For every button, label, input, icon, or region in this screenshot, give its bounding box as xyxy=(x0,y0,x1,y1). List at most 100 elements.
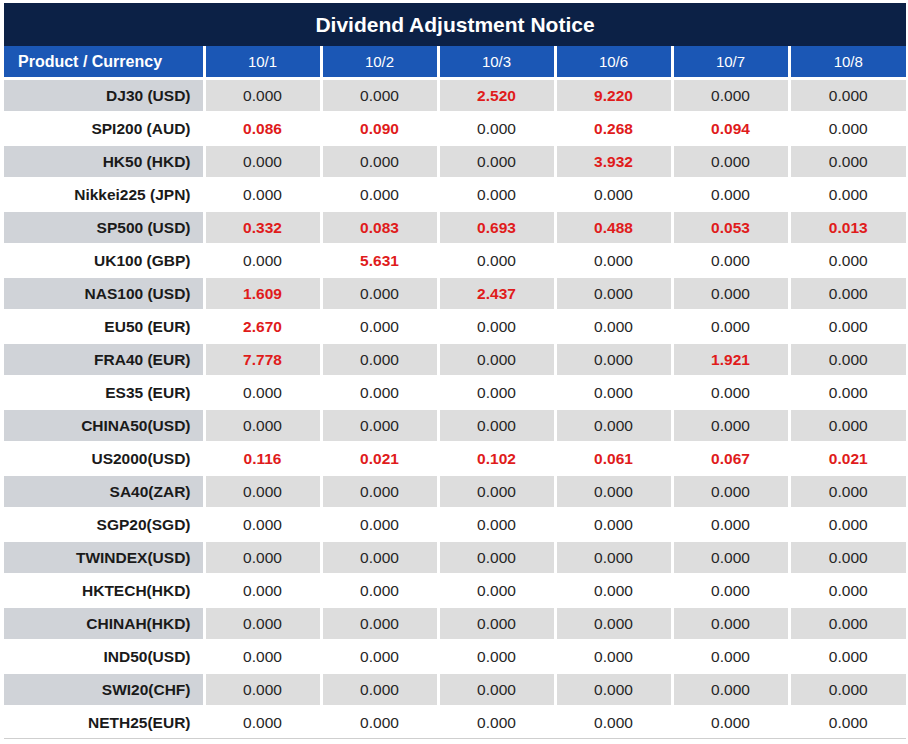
value-cell: 3.932 xyxy=(555,145,672,178)
value-cell: 0.013 xyxy=(789,211,906,244)
value-cell: 0.000 xyxy=(204,673,321,706)
value-cell: 0.000 xyxy=(555,376,672,409)
value-cell: 0.000 xyxy=(789,475,906,508)
value-cell: 0.000 xyxy=(789,79,906,113)
column-header-product: Product / Currency xyxy=(4,46,204,79)
value-cell: 0.000 xyxy=(438,178,555,211)
value-cell: 9.220 xyxy=(555,79,672,113)
product-cell: HK50 (HKD) xyxy=(4,145,204,178)
value-cell: 0.000 xyxy=(672,508,789,541)
column-header-date: 10/3 xyxy=(438,46,555,79)
value-cell: 0.000 xyxy=(438,310,555,343)
table-row: HKTECH(HKD)0.0000.0000.0000.0000.0000.00… xyxy=(4,574,906,607)
product-cell: SGP20(SGD) xyxy=(4,508,204,541)
value-cell: 2.437 xyxy=(438,277,555,310)
value-cell: 0.000 xyxy=(789,574,906,607)
column-header-date: 10/7 xyxy=(672,46,789,79)
value-cell: 0.000 xyxy=(555,640,672,673)
value-cell: 0.000 xyxy=(789,343,906,376)
value-cell: 0.000 xyxy=(438,244,555,277)
value-cell: 0.000 xyxy=(672,310,789,343)
value-cell: 0.000 xyxy=(321,574,438,607)
value-cell: 0.000 xyxy=(672,376,789,409)
value-cell: 1.921 xyxy=(672,343,789,376)
value-cell: 0.000 xyxy=(321,376,438,409)
product-cell: Nikkei225 (JPN) xyxy=(4,178,204,211)
value-cell: 0.000 xyxy=(204,79,321,113)
value-cell: 0.067 xyxy=(672,442,789,475)
value-cell: 0.000 xyxy=(789,277,906,310)
table-row: NAS100 (USD)1.6090.0002.4370.0000.0000.0… xyxy=(4,277,906,310)
product-cell: US2000(USD) xyxy=(4,442,204,475)
value-cell: 0.000 xyxy=(789,640,906,673)
value-cell: 0.000 xyxy=(555,244,672,277)
value-cell: 0.000 xyxy=(321,475,438,508)
product-cell: HKTECH(HKD) xyxy=(4,574,204,607)
value-cell: 0.000 xyxy=(555,475,672,508)
value-cell: 0.000 xyxy=(204,574,321,607)
table-row: EU50 (EUR)2.6700.0000.0000.0000.0000.000 xyxy=(4,310,906,343)
product-cell: SP500 (USD) xyxy=(4,211,204,244)
table-row: SWI20(CHF)0.0000.0000.0000.0000.0000.000 xyxy=(4,673,906,706)
value-cell: 0.000 xyxy=(438,508,555,541)
value-cell: 0.000 xyxy=(789,541,906,574)
value-cell: 0.000 xyxy=(321,541,438,574)
table-row: NETH25(EUR)0.0000.0000.0000.0000.0000.00… xyxy=(4,706,906,738)
value-cell: 0.000 xyxy=(789,310,906,343)
column-header-date: 10/6 xyxy=(555,46,672,79)
value-cell: 0.061 xyxy=(555,442,672,475)
product-cell: ES35 (EUR) xyxy=(4,376,204,409)
product-cell: CHINA50(USD) xyxy=(4,409,204,442)
value-cell: 0.000 xyxy=(321,145,438,178)
value-cell: 0.021 xyxy=(789,442,906,475)
value-cell: 0.000 xyxy=(789,112,906,145)
value-cell: 0.000 xyxy=(438,673,555,706)
value-cell: 1.609 xyxy=(204,277,321,310)
product-cell: FRA40 (EUR) xyxy=(4,343,204,376)
product-cell: DJ30 (USD) xyxy=(4,79,204,113)
value-cell: 0.000 xyxy=(321,607,438,640)
value-cell: 0.000 xyxy=(789,376,906,409)
value-cell: 0.086 xyxy=(204,112,321,145)
value-cell: 0.000 xyxy=(204,409,321,442)
table-row: FRA40 (EUR)7.7780.0000.0000.0001.9210.00… xyxy=(4,343,906,376)
value-cell: 0.094 xyxy=(672,112,789,145)
value-cell: 0.000 xyxy=(789,409,906,442)
value-cell: 2.520 xyxy=(438,79,555,113)
dividend-notice: Dividend Adjustment Notice Product / Cur… xyxy=(4,3,906,739)
value-cell: 0.000 xyxy=(555,277,672,310)
column-header-date: 10/2 xyxy=(321,46,438,79)
value-cell: 2.670 xyxy=(204,310,321,343)
value-cell: 0.000 xyxy=(438,640,555,673)
product-cell: CHINAH(HKD) xyxy=(4,607,204,640)
value-cell: 0.000 xyxy=(672,673,789,706)
value-cell: 0.000 xyxy=(321,79,438,113)
value-cell: 0.000 xyxy=(321,640,438,673)
table-row: DJ30 (USD)0.0000.0002.5209.2200.0000.000 xyxy=(4,79,906,113)
table-row: CHINA50(USD)0.0000.0000.0000.0000.0000.0… xyxy=(4,409,906,442)
value-cell: 0.000 xyxy=(555,409,672,442)
product-cell: TWINDEX(USD) xyxy=(4,541,204,574)
value-cell: 0.000 xyxy=(204,178,321,211)
value-cell: 0.332 xyxy=(204,211,321,244)
value-cell: 0.000 xyxy=(438,706,555,738)
value-cell: 0.000 xyxy=(204,607,321,640)
value-cell: 0.000 xyxy=(204,145,321,178)
value-cell: 0.000 xyxy=(672,178,789,211)
value-cell: 0.000 xyxy=(672,277,789,310)
value-cell: 0.000 xyxy=(204,541,321,574)
value-cell: 0.000 xyxy=(438,475,555,508)
value-cell: 0.000 xyxy=(438,574,555,607)
column-header-date: 10/8 xyxy=(789,46,906,79)
value-cell: 0.000 xyxy=(789,244,906,277)
value-cell: 0.000 xyxy=(672,244,789,277)
value-cell: 0.116 xyxy=(204,442,321,475)
table-row: SPI200 (AUD)0.0860.0900.0000.2680.0940.0… xyxy=(4,112,906,145)
value-cell: 0.000 xyxy=(555,508,672,541)
product-cell: EU50 (EUR) xyxy=(4,310,204,343)
value-cell: 0.268 xyxy=(555,112,672,145)
value-cell: 0.000 xyxy=(321,277,438,310)
value-cell: 0.000 xyxy=(438,541,555,574)
value-cell: 0.102 xyxy=(438,442,555,475)
value-cell: 0.000 xyxy=(438,409,555,442)
